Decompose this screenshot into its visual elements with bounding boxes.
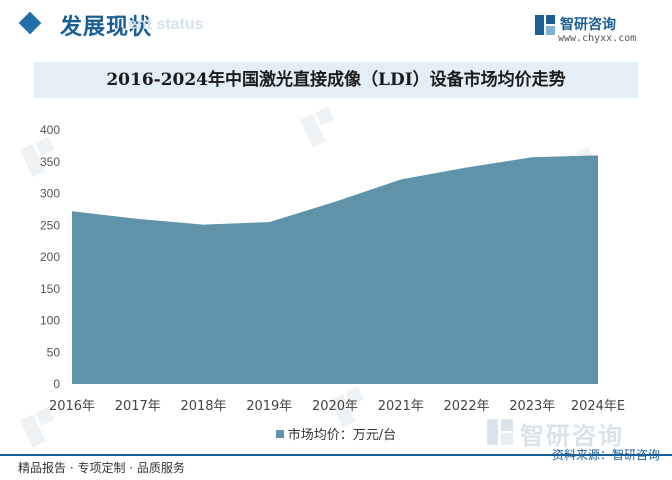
brand-name: 智研咨询 [560,17,616,33]
y-tick-label: 300 [40,187,60,201]
x-tick-label: 2023年 [509,399,555,414]
y-tick-label: 250 [40,218,60,232]
legend-swatch [275,429,284,438]
y-tick-label: 0 [53,377,60,391]
x-tick-label: 2022年 [443,399,489,414]
y-tick-label: 100 [40,314,60,328]
x-tick-label: 2018年 [180,399,226,414]
brand-logo: 智研咨询 www.chyxx.com [534,13,654,45]
brand-url: www.chyxx.com [558,33,637,44]
chart-title-band: 2016-2024年中国激光直接成像（LDI）设备市场均价走势 [34,62,638,98]
watermark-brand: 智研咨询 [486,418,656,450]
y-tick-label: 50 [47,345,61,359]
y-tick-label: 200 [40,250,60,264]
x-tick-label: 2021年 [378,399,424,414]
y-tick-label: 400 [40,123,60,137]
section-subtitle-english: ent status [128,16,204,33]
x-tick-label: 2019年 [246,399,292,414]
brand-icon [535,15,555,35]
watermark-brand-icon [487,419,513,445]
footer-divider [0,454,672,456]
area-series [72,155,598,384]
y-tick-label: 150 [40,282,60,296]
x-tick-label: 2017年 [115,399,161,414]
x-tick-label: 2016年 [49,399,95,414]
legend-label: 市场均价：万元/台 [287,428,397,443]
area-chart: 0 50 100 150 200 250 300 350 400 2016年 2017年 2018年 2… [40,123,625,414]
x-tick-label: 2020年 [312,399,358,414]
footer-text: 精品报告 · 专项定制 · 品质服务 [18,461,185,475]
diamond-bullet-icon [18,11,42,35]
x-tick-label: 2024年E [571,399,625,414]
footer: 精品报告 · 专项定制 · 品质服务 [0,454,672,480]
y-tick-label: 350 [40,155,60,169]
watermark-brand-text: 智研咨询 [520,422,624,450]
chart-title: 2016-2024年中国激光直接成像（LDI）设备市场均价走势 [106,70,566,90]
legend: 市场均价：万元/台 [0,424,672,443]
section-title: 发展现状 [60,15,153,40]
header: 发展现状 ent status 智研咨询 www.chyxx.com [0,0,672,52]
